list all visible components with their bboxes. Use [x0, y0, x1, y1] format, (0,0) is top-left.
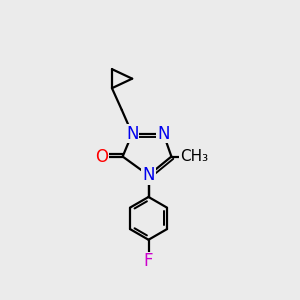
Text: N: N — [157, 125, 170, 143]
Text: CH₃: CH₃ — [180, 149, 208, 164]
Text: F: F — [144, 253, 153, 271]
Text: O: O — [95, 148, 108, 166]
Text: N: N — [142, 166, 155, 184]
Text: N: N — [126, 125, 138, 143]
